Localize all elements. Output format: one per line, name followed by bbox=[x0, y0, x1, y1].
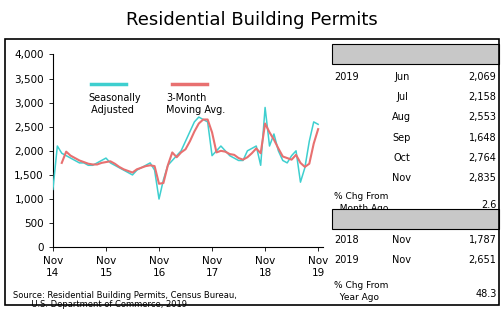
Text: Nov: Nov bbox=[393, 235, 411, 245]
Text: seasonally adjusted: seasonally adjusted bbox=[368, 50, 463, 58]
Text: 2,764: 2,764 bbox=[469, 153, 496, 163]
Text: 2,835: 2,835 bbox=[469, 173, 496, 183]
Text: Aug: Aug bbox=[393, 112, 411, 123]
Text: 2,158: 2,158 bbox=[469, 92, 496, 102]
Text: 2019: 2019 bbox=[334, 255, 359, 265]
Text: Jun: Jun bbox=[394, 72, 410, 82]
Text: 3-Month
Moving Avg.: 3-Month Moving Avg. bbox=[166, 93, 225, 114]
Text: % Chg From
  Month Ago: % Chg From Month Ago bbox=[334, 192, 389, 213]
Text: Nov: Nov bbox=[393, 255, 411, 265]
Point bbox=[52, 245, 58, 249]
Text: Residential Building Permits: Residential Building Permits bbox=[126, 11, 378, 29]
Text: unadjusted: unadjusted bbox=[389, 215, 442, 223]
Text: Jul: Jul bbox=[396, 92, 408, 102]
Text: 1,787: 1,787 bbox=[469, 235, 496, 245]
Point bbox=[50, 245, 56, 249]
Text: Sep: Sep bbox=[393, 132, 411, 143]
Text: 2,553: 2,553 bbox=[468, 112, 496, 123]
Text: Source: Residential Building Permits, Census Bureau,: Source: Residential Building Permits, Ce… bbox=[13, 291, 236, 300]
Text: Nov: Nov bbox=[393, 173, 411, 183]
Text: U.S. Department of Commerce, 2019: U.S. Department of Commerce, 2019 bbox=[13, 300, 186, 309]
Text: 48.3: 48.3 bbox=[475, 289, 496, 299]
Text: Seasonally
 Adjusted: Seasonally Adjusted bbox=[88, 93, 141, 114]
Text: 2,069: 2,069 bbox=[469, 72, 496, 82]
Point bbox=[52, 245, 58, 249]
Text: 2.6: 2.6 bbox=[481, 200, 496, 211]
Text: 1,648: 1,648 bbox=[469, 132, 496, 143]
Text: Oct: Oct bbox=[394, 153, 410, 163]
Point bbox=[51, 245, 57, 249]
Text: 2,651: 2,651 bbox=[469, 255, 496, 265]
Text: % Chg From
  Year Ago: % Chg From Year Ago bbox=[334, 281, 389, 302]
Text: 2018: 2018 bbox=[334, 235, 359, 245]
Text: 2019: 2019 bbox=[334, 72, 359, 82]
